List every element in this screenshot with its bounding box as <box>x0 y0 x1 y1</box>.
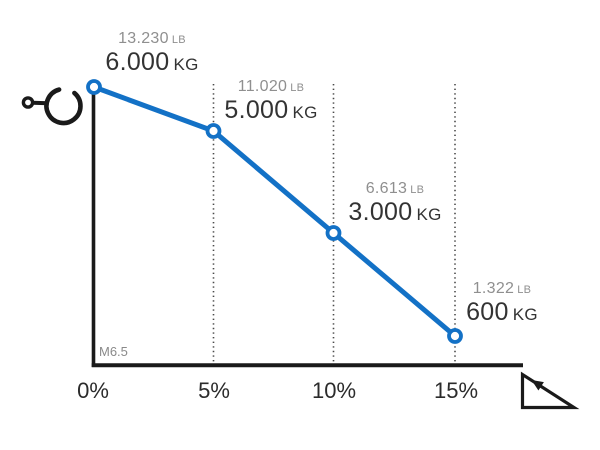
point-3-kg: 600 KG <box>466 297 538 326</box>
hook-icon <box>21 87 83 126</box>
point-0-kg: 6.000 KG <box>105 47 199 76</box>
point-1-lb: 11.020 LB <box>237 78 305 95</box>
x-tick-2: 10% <box>311 378 357 403</box>
point-2-kg: 3.000 KG <box>348 197 442 226</box>
x-tick-1: 5% <box>198 378 230 403</box>
point-3-lb: 1.322 LB <box>472 280 532 297</box>
model-note: M6.5 <box>99 344 128 359</box>
data-point-marker-0% <box>86 79 102 95</box>
data-point-marker-10% <box>325 225 342 241</box>
point-label-2: 6.613 LB 3.000 KG <box>315 180 475 226</box>
x-tick-0: 0% <box>77 378 109 403</box>
data-point-marker-5% <box>205 123 222 139</box>
point-label-0: 13.230 LB 6.000 KG <box>72 30 232 76</box>
data-point-marker-15% <box>447 328 463 344</box>
point-2-lb: 6.613 LB <box>365 180 425 197</box>
x-tick-3: 15% <box>433 378 479 403</box>
load-limit-line <box>91 84 458 339</box>
load-curve <box>86 79 463 344</box>
point-label-3: 1.322 LB 600 KG <box>422 280 582 326</box>
point-label-1: 11.020 LB 5.000 KG <box>191 78 351 124</box>
point-1-kg: 5.000 KG <box>224 95 318 124</box>
slope-arrow-icon <box>520 371 580 410</box>
point-0-lb: 13.230 LB <box>118 30 186 47</box>
